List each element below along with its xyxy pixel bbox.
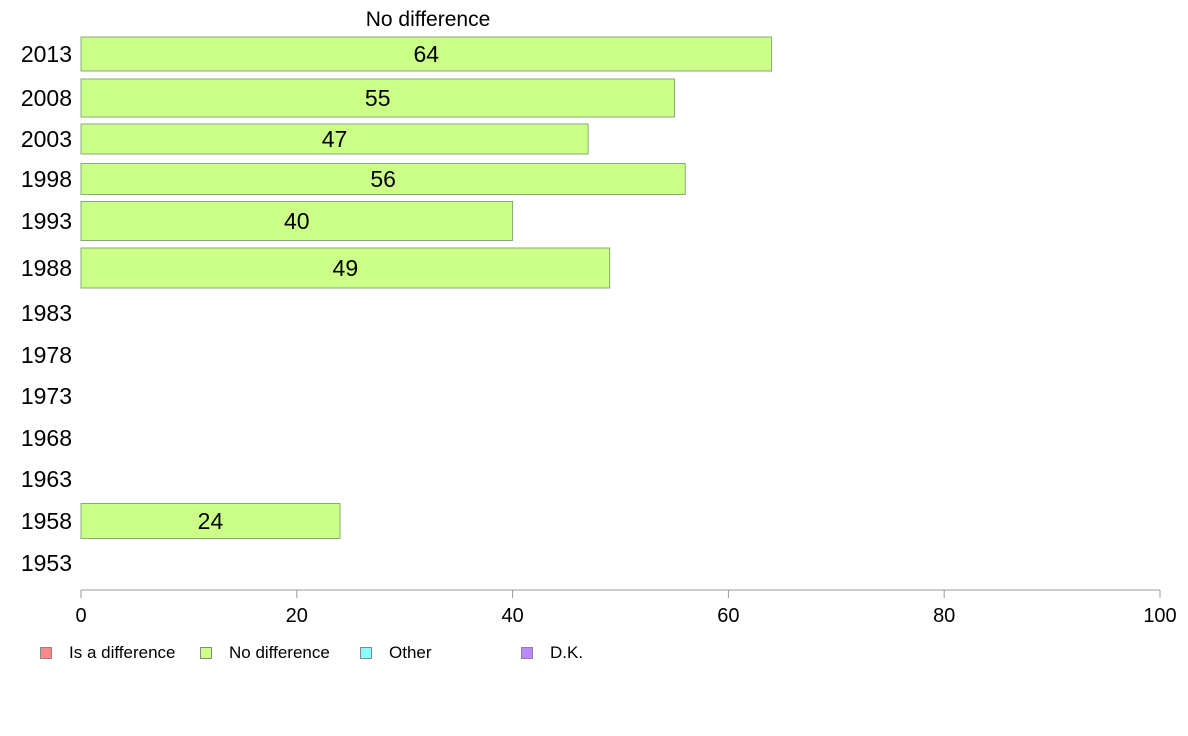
x-tick-label-40: 40 xyxy=(501,605,523,627)
x-tick-label-0: 0 xyxy=(75,605,86,627)
legend-swatch-is-a-difference xyxy=(40,647,52,659)
legend-item-other: Other xyxy=(360,643,432,663)
y-tick-label-1963: 1963 xyxy=(21,466,72,492)
bar-value-label-1958: 24 xyxy=(198,508,224,534)
legend-item-is-a-difference: Is a difference xyxy=(40,643,175,663)
legend-swatch-other xyxy=(360,647,372,659)
legend-swatch-no-difference xyxy=(200,647,212,659)
y-tick-label-2008: 2008 xyxy=(21,85,72,111)
bar-value-label-2008: 55 xyxy=(365,85,391,111)
bar-2008 xyxy=(80,78,675,118)
bar-1998 xyxy=(80,163,686,195)
chart-title: No difference xyxy=(366,8,491,31)
legend-label-dk: D.K. xyxy=(550,643,584,662)
y-tick-label-1973: 1973 xyxy=(21,383,72,409)
y-tick-label-1983: 1983 xyxy=(21,300,72,326)
y-tick-label-1958: 1958 xyxy=(21,508,72,534)
y-tick-label-1993: 1993 xyxy=(21,208,72,234)
x-tick-label-100: 100 xyxy=(1143,605,1176,627)
bar-2003 xyxy=(80,123,589,155)
y-tick-label-1978: 1978 xyxy=(21,342,72,368)
x-tick-label-20: 20 xyxy=(286,605,308,627)
bar-value-label-1993: 40 xyxy=(284,208,310,234)
legend-label-other: Other xyxy=(389,643,432,662)
bar-1958 xyxy=(80,503,341,539)
x-tick-label-80: 80 xyxy=(933,605,955,627)
bar-1988 xyxy=(80,247,611,289)
bar-value-label-2003: 47 xyxy=(322,126,348,152)
y-tick-label-1968: 1968 xyxy=(21,425,72,451)
legend-swatch-dk xyxy=(521,647,533,659)
y-tick-label-1988: 1988 xyxy=(21,255,72,281)
y-tick-label-2013: 2013 xyxy=(21,41,72,67)
bars-layer: 64 55 47 56 40 49 24 xyxy=(80,36,773,539)
y-tick-label-1998: 1998 xyxy=(21,166,72,192)
x-tick-label-60: 60 xyxy=(717,605,739,627)
bar-value-label-1988: 49 xyxy=(333,255,359,281)
y-tick-label-2003: 2003 xyxy=(21,126,72,152)
legend-item-no-difference: No difference xyxy=(200,643,330,663)
y-tick-label-1953: 1953 xyxy=(21,550,72,576)
bar-1993 xyxy=(80,201,514,241)
legend-label-is-a-difference: Is a difference xyxy=(69,643,176,662)
bar-value-label-2013: 64 xyxy=(413,41,439,67)
legend-item-dk: D.K. xyxy=(521,643,583,663)
legend-label-no-difference: No difference xyxy=(229,643,330,662)
x-axis: 0 20 40 60 80 100 xyxy=(75,589,1177,627)
bar-2013 xyxy=(80,36,773,72)
y-axis-labels: 2013 2008 2003 1998 1993 1988 1983 1978 1973 1968… xyxy=(21,41,72,576)
bar-value-label-1998: 56 xyxy=(370,166,396,192)
